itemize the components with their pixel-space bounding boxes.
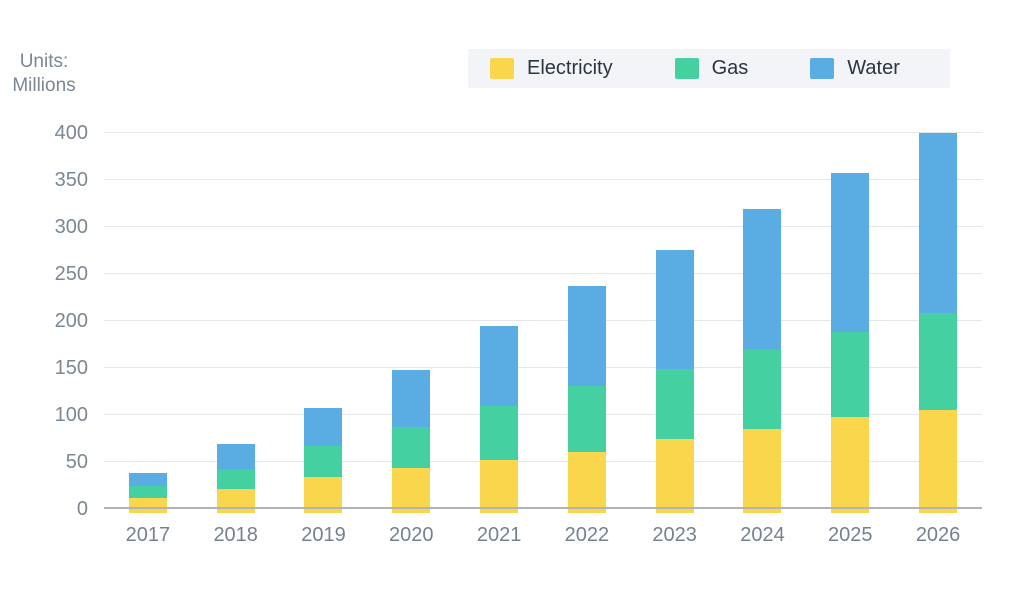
bar-2026	[919, 133, 958, 513]
gridline-350	[104, 179, 982, 180]
y-tick-label-0: 0	[76, 498, 88, 520]
y-tick-label-250: 250	[54, 263, 88, 285]
bar-2018	[216, 444, 255, 513]
bar-2020	[392, 369, 431, 513]
bar-segment-water	[567, 286, 606, 386]
legend-swatch-electricity	[490, 58, 514, 79]
bar-2019	[304, 407, 343, 513]
bar-segment-water	[304, 407, 343, 447]
x-axis-label-2019: 2019	[301, 524, 346, 546]
x-axis-label-2024: 2024	[740, 524, 785, 546]
bar-group-2019	[280, 133, 368, 513]
legend-label: Electricity	[527, 57, 613, 79]
bar-2025	[831, 172, 870, 513]
bar-2024	[743, 209, 782, 513]
x-axis-label-2020: 2020	[389, 524, 434, 546]
gridline-300	[104, 226, 982, 227]
bar-segment-electricity	[567, 451, 606, 513]
x-axis-label-2018: 2018	[213, 524, 258, 546]
bar-segment-gas	[567, 385, 606, 452]
bar-group-2020	[367, 133, 455, 513]
bar-segment-gas	[919, 312, 958, 411]
bar-group-2017	[104, 133, 192, 513]
bar-segment-gas	[743, 349, 782, 430]
x-axis-label-2017: 2017	[125, 524, 171, 546]
bar-segment-water	[216, 444, 255, 469]
bar-group-2021	[455, 133, 543, 513]
bar-group-2025	[806, 133, 894, 513]
bar-segment-gas	[831, 332, 870, 417]
bar-segment-gas	[128, 486, 167, 498]
legend-label: Water	[847, 57, 900, 79]
y-tick-label-300: 300	[54, 216, 88, 238]
bar-group-2026	[894, 133, 982, 513]
y-tick-label-350: 350	[54, 169, 88, 191]
bar-segment-electricity	[128, 497, 167, 513]
bar-segment-electricity	[480, 460, 519, 513]
bar-segment-electricity	[831, 416, 870, 513]
bar-group-2022	[543, 133, 631, 513]
y-tick-label-200: 200	[54, 310, 88, 332]
x-axis-label-2026: 2026	[915, 524, 961, 546]
bar-segment-electricity	[919, 410, 958, 513]
x-axis-label-2021: 2021	[476, 524, 522, 546]
y-tick-label-50: 50	[65, 451, 88, 473]
y-axis-title: Units: Millions	[0, 50, 88, 98]
gridline-50	[104, 461, 982, 462]
bar-segment-water	[831, 172, 870, 333]
plot-area	[104, 132, 982, 513]
gridline-100	[104, 414, 982, 415]
bar-segment-gas	[216, 468, 255, 490]
bar-segment-water	[480, 325, 519, 406]
y-tick-label-400: 400	[54, 122, 88, 144]
bar-2023	[655, 249, 694, 513]
y-axis-title-line2: Millions	[12, 75, 76, 96]
bar-segment-gas	[655, 368, 694, 439]
bar-2021	[480, 325, 519, 513]
x-axis-labels: 2017 2018 2019 2020 2021 2022 2023 2024 2025 2026	[104, 524, 982, 556]
gridline-150	[104, 367, 982, 368]
legend: Electricity Gas Water	[468, 49, 950, 88]
gridline-400	[104, 132, 982, 133]
bar-group-2024	[719, 133, 807, 513]
bar-2017	[128, 473, 167, 513]
y-tick-label-150: 150	[54, 357, 88, 379]
bar-segment-gas	[304, 446, 343, 478]
gridline-200	[104, 320, 982, 321]
x-axis-label-2022: 2022	[564, 524, 610, 546]
y-axis-tick-labels: 0 50 100 150 200 250 300 350 400	[0, 0, 88, 602]
bar-segment-electricity	[743, 429, 782, 513]
bar-segment-water	[392, 369, 431, 428]
y-axis-title-line1: Units:	[19, 51, 69, 72]
bar-group-2023	[631, 133, 719, 513]
legend-label: Gas	[711, 57, 749, 79]
legend-item-gas[interactable]: Gas	[674, 57, 749, 80]
legend-item-electricity[interactable]: Electricity	[490, 57, 613, 80]
bar-segment-water	[919, 133, 958, 313]
bars-container	[104, 133, 982, 513]
bar-segment-electricity	[392, 467, 431, 513]
bar-segment-electricity	[216, 489, 255, 513]
x-axis-line	[104, 507, 982, 509]
legend-item-water[interactable]: Water	[810, 57, 900, 80]
bar-segment-gas	[392, 427, 431, 468]
bar-segment-water	[655, 249, 694, 369]
x-axis-label-2023: 2023	[652, 524, 697, 546]
legend-swatch-gas	[674, 58, 699, 79]
gridline-250	[104, 273, 982, 274]
bar-segment-water	[743, 209, 782, 350]
bar-2022	[567, 286, 606, 513]
bar-group-2018	[192, 133, 280, 513]
bar-segment-water	[128, 473, 167, 487]
legend-swatch-water	[810, 58, 835, 79]
bar-segment-electricity	[655, 438, 694, 513]
x-axis-label-2025: 2025	[828, 524, 873, 546]
y-tick-label-100: 100	[54, 404, 88, 426]
bar-segment-gas	[480, 405, 519, 461]
